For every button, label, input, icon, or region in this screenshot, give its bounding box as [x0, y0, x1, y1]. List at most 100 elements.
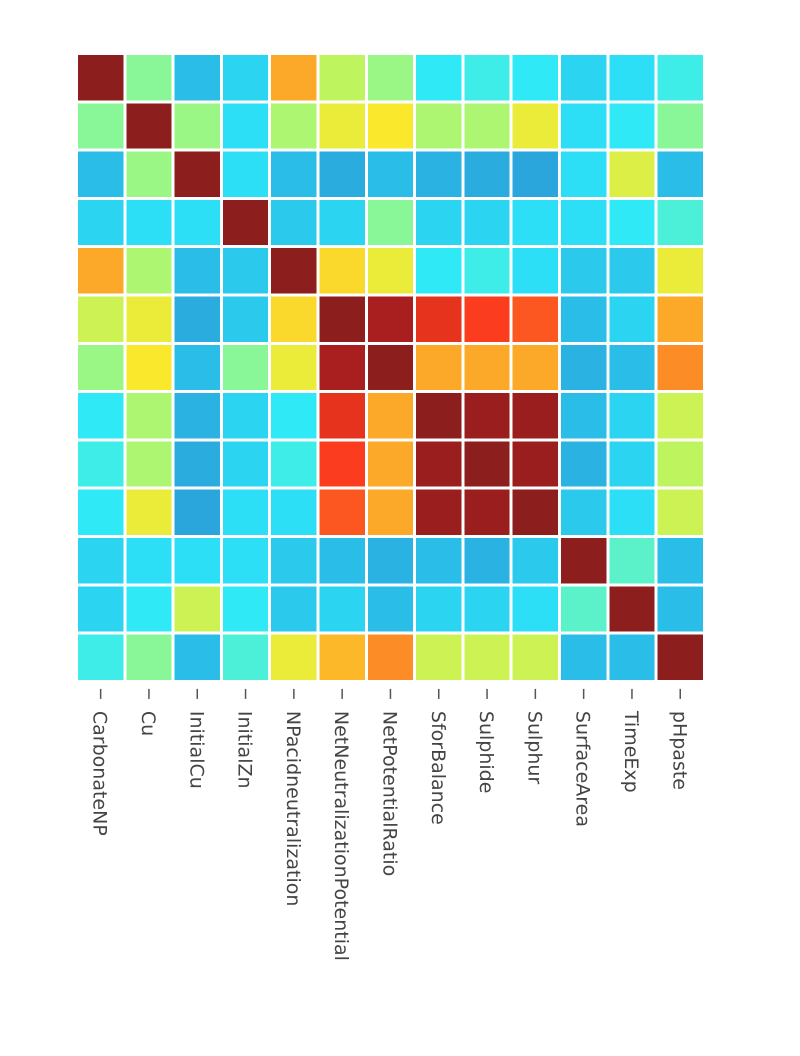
x-tick-label: NetNeutralizationPotential	[330, 711, 352, 961]
heatmap-cell	[126, 393, 172, 439]
heatmap-cell	[561, 393, 607, 439]
heatmap-cell	[78, 248, 124, 294]
heatmap-cell	[174, 489, 220, 535]
heatmap-cell	[657, 199, 703, 246]
heatmap-cell	[126, 199, 172, 246]
x-tick-label: InitialCu	[185, 711, 207, 789]
heatmap-cell	[222, 55, 269, 101]
heatmap-cell	[271, 634, 317, 680]
heatmap-cell	[561, 441, 607, 487]
heatmap-cell	[367, 634, 414, 680]
heatmap-cell	[271, 586, 317, 632]
heatmap-cell	[222, 538, 269, 584]
heatmap-cell	[512, 248, 558, 294]
heatmap-cell	[367, 586, 414, 632]
heatmap-cell	[464, 103, 510, 149]
heatmap-cell	[464, 634, 510, 680]
heatmap-cell	[464, 296, 510, 342]
heatmap-cell	[464, 489, 510, 535]
heatmap-cells	[78, 55, 703, 680]
heatmap-cell	[319, 634, 365, 680]
heatmap-cell	[609, 248, 655, 294]
heatmap-cell	[512, 103, 558, 149]
heatmap-cell	[416, 103, 462, 149]
x-axis-ticks	[99, 688, 681, 699]
heatmap-cell	[657, 103, 703, 149]
heatmap-cell	[367, 344, 414, 391]
x-axis-labels: CarbonateNP Cu InitialCu InitialZn NPacidneu…	[89, 710, 691, 961]
heatmap-cell	[416, 296, 462, 342]
heatmap-cell	[319, 489, 365, 535]
heatmap-cell	[126, 538, 172, 584]
heatmap-cell	[367, 489, 414, 535]
heatmap-cell	[561, 296, 607, 342]
heatmap-cell	[512, 489, 558, 535]
heatmap-cell	[416, 151, 462, 197]
heatmap-cell	[78, 151, 124, 197]
heatmap-cell	[561, 55, 607, 101]
heatmap-cell	[609, 441, 655, 487]
heatmap-cell	[561, 344, 607, 391]
heatmap-cell	[464, 151, 510, 197]
heatmap-cell	[512, 393, 558, 439]
heatmap-cell	[174, 538, 220, 584]
heatmap-cell	[126, 489, 172, 535]
heatmap-cell	[464, 199, 510, 246]
heatmap-cell	[319, 248, 365, 294]
heatmap-cell	[657, 248, 703, 294]
heatmap-cell	[609, 296, 655, 342]
heatmap-cell	[174, 103, 220, 149]
x-tick-label: SurfaceArea	[572, 711, 594, 827]
heatmap-cell	[561, 634, 607, 680]
heatmap-cell	[657, 586, 703, 632]
heatmap-cell	[561, 151, 607, 197]
heatmap-cell	[367, 441, 414, 487]
heatmap-cell	[319, 151, 365, 197]
heatmap-cell	[319, 344, 365, 391]
heatmap-cell	[78, 55, 124, 101]
heatmap-cell	[367, 393, 414, 439]
heatmap-cell	[416, 538, 462, 584]
heatmap-cell	[271, 393, 317, 439]
heatmap-cell	[657, 151, 703, 197]
heatmap-cell	[174, 296, 220, 342]
heatmap-cell	[78, 296, 124, 342]
heatmap-cell	[271, 296, 317, 342]
heatmap-cell	[126, 441, 172, 487]
heatmap-cell	[222, 586, 269, 632]
heatmap-cell	[464, 393, 510, 439]
heatmap-cell	[174, 55, 220, 101]
heatmap-cell	[657, 538, 703, 584]
heatmap-cell	[561, 538, 607, 584]
heatmap-cell	[271, 441, 317, 487]
heatmap-cell	[271, 103, 317, 149]
heatmap-cell	[609, 634, 655, 680]
heatmap-cell	[367, 151, 414, 197]
heatmap-cell	[367, 103, 414, 149]
heatmap-cell	[512, 55, 558, 101]
heatmap-cell	[609, 199, 655, 246]
heatmap-cell	[609, 151, 655, 197]
heatmap-cell	[512, 538, 558, 584]
heatmap-cell	[222, 393, 269, 439]
heatmap-cell	[512, 586, 558, 632]
heatmap-cell	[609, 393, 655, 439]
heatmap-cell	[126, 55, 172, 101]
x-tick-label: Sulphide	[475, 711, 497, 794]
x-tick-label: Cu	[137, 711, 159, 736]
heatmap-cell	[78, 634, 124, 680]
heatmap-cell	[657, 489, 703, 535]
heatmap-cell	[126, 248, 172, 294]
heatmap-cell	[78, 344, 124, 391]
heatmap-cell	[512, 199, 558, 246]
heatmap-cell	[126, 151, 172, 197]
heatmap-cell	[319, 586, 365, 632]
heatmap-cell	[609, 489, 655, 535]
heatmap-cell	[416, 586, 462, 632]
heatmap-cell	[464, 344, 510, 391]
heatmap-cell	[512, 344, 558, 391]
heatmap-cell	[174, 441, 220, 487]
heatmap-cell	[271, 248, 317, 294]
heatmap-cell	[271, 55, 317, 101]
heatmap-cell	[222, 248, 269, 294]
